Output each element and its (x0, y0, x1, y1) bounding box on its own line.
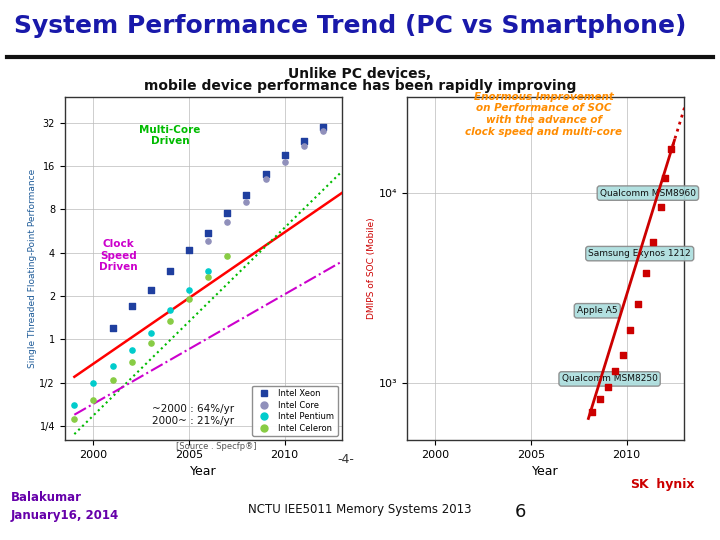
Point (126, 357, 138, 366)
Point (240, 191, 252, 200)
Point (260, 170, 271, 179)
Point (202, 237, 214, 246)
Point (222, 218, 233, 227)
X-axis label: Year: Year (532, 465, 559, 478)
Point (184, 286, 195, 294)
Text: Clock
Speed
Driven: Clock Speed Driven (99, 239, 138, 273)
Text: System Performance Trend (PC vs Smartphone): System Performance Trend (PC vs Smartpho… (14, 14, 687, 37)
Text: Unlike PC devices,: Unlike PC devices, (289, 67, 431, 81)
Point (222, 252, 233, 260)
Text: ~2000 : 64%/yr
2000~ : 21%/yr: ~2000 : 64%/yr 2000~ : 21%/yr (152, 404, 234, 426)
Point (587, 408, 598, 417)
Point (240, 198, 252, 206)
Point (279, 158, 290, 166)
Point (107, 323, 118, 332)
Point (625, 326, 636, 334)
Point (164, 266, 176, 275)
Point (594, 395, 606, 403)
Point (126, 345, 138, 354)
Text: Multi-Core
Driven: Multi-Core Driven (139, 125, 201, 146)
Point (317, 122, 328, 131)
Point (68, 415, 80, 423)
Point (202, 266, 214, 275)
Text: 6: 6 (515, 503, 526, 521)
Point (107, 376, 118, 384)
Point (298, 136, 310, 145)
Point (202, 273, 214, 281)
Point (164, 306, 176, 314)
Point (602, 383, 613, 391)
Text: Qualcomm MSM8960: Qualcomm MSM8960 (600, 188, 696, 198)
Text: Balakumar: Balakumar (11, 491, 82, 504)
Point (88, 396, 99, 404)
Text: hynix: hynix (652, 478, 694, 491)
Text: -4-: -4- (337, 453, 354, 465)
Point (260, 174, 271, 183)
Text: mobile device performance has been rapidly improving: mobile device performance has been rapid… (144, 79, 576, 93)
Y-axis label: DMIPS of SOC (Mobile): DMIPS of SOC (Mobile) (366, 218, 376, 320)
Y-axis label: Single Threaded Floating-Point Performance: Single Threaded Floating-Point Performan… (27, 169, 37, 368)
Text: [Source . Specfp®]: [Source . Specfp®] (176, 442, 256, 451)
Point (665, 145, 676, 154)
Text: Samsung Exynos 1212: Samsung Exynos 1212 (588, 249, 691, 258)
Point (184, 295, 195, 303)
Text: Apple A5: Apple A5 (577, 306, 618, 315)
Point (648, 238, 660, 247)
Point (68, 401, 80, 409)
Legend: Intel Xeon, Intel Core, Intel Pentium, Intel Celeron: Intel Xeon, Intel Core, Intel Pentium, I… (252, 386, 338, 436)
Point (617, 351, 629, 360)
Point (222, 209, 233, 218)
Point (145, 338, 156, 347)
Point (145, 329, 156, 338)
Point (632, 300, 644, 308)
Point (655, 202, 667, 211)
Text: January16, 2014: January16, 2014 (11, 509, 119, 522)
Point (107, 362, 118, 370)
Point (145, 286, 156, 294)
Point (640, 268, 652, 277)
Point (126, 302, 138, 310)
Text: Enormous Improvement
on Performance of SOC
with the advance of
clock speed and m: Enormous Improvement on Performance of S… (465, 92, 622, 137)
Text: SK: SK (630, 478, 649, 491)
Point (88, 379, 99, 387)
Point (659, 174, 670, 183)
Point (202, 228, 214, 237)
Text: NCTU IEE5011 Memory Systems 2013: NCTU IEE5011 Memory Systems 2013 (248, 503, 472, 516)
Point (609, 367, 621, 376)
X-axis label: Year: Year (190, 465, 217, 478)
Point (279, 151, 290, 159)
Text: Qualcomm MSM8250: Qualcomm MSM8250 (562, 374, 657, 383)
Point (298, 141, 310, 150)
Point (317, 126, 328, 135)
Point (164, 316, 176, 325)
Point (184, 245, 195, 254)
